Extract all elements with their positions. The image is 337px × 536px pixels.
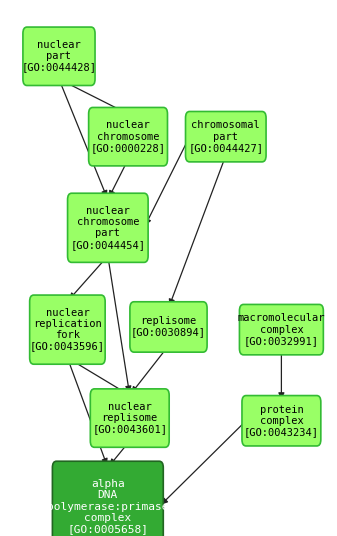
FancyBboxPatch shape [90,389,169,447]
FancyBboxPatch shape [67,193,148,263]
FancyBboxPatch shape [89,107,167,166]
Text: nuclear
part
[GO:0044428]: nuclear part [GO:0044428] [22,40,96,72]
FancyBboxPatch shape [53,461,163,536]
Text: alpha
DNA
polymerase:primase
complex
[GO:0005658]: alpha DNA polymerase:primase complex [GO… [47,479,168,534]
Text: chromosomal
part
[GO:0044427]: chromosomal part [GO:0044427] [188,121,263,153]
FancyBboxPatch shape [242,396,321,446]
FancyBboxPatch shape [23,27,95,85]
Text: protein
complex
[GO:0043234]: protein complex [GO:0043234] [244,405,319,437]
FancyBboxPatch shape [130,302,207,352]
Text: nuclear
replisome
[GO:0043601]: nuclear replisome [GO:0043601] [92,402,167,434]
Text: macromolecular
complex
[GO:0032991]: macromolecular complex [GO:0032991] [238,314,325,346]
FancyBboxPatch shape [185,111,266,162]
Text: nuclear
chromosome
part
[GO:0044454]: nuclear chromosome part [GO:0044454] [70,206,145,250]
Text: nuclear
chromosome
[GO:0000228]: nuclear chromosome [GO:0000228] [91,121,165,153]
Text: nuclear
replication
fork
[GO:0043596]: nuclear replication fork [GO:0043596] [30,308,105,352]
FancyBboxPatch shape [30,295,105,364]
FancyBboxPatch shape [239,304,324,355]
Text: replisome
[GO:0030894]: replisome [GO:0030894] [131,316,206,338]
